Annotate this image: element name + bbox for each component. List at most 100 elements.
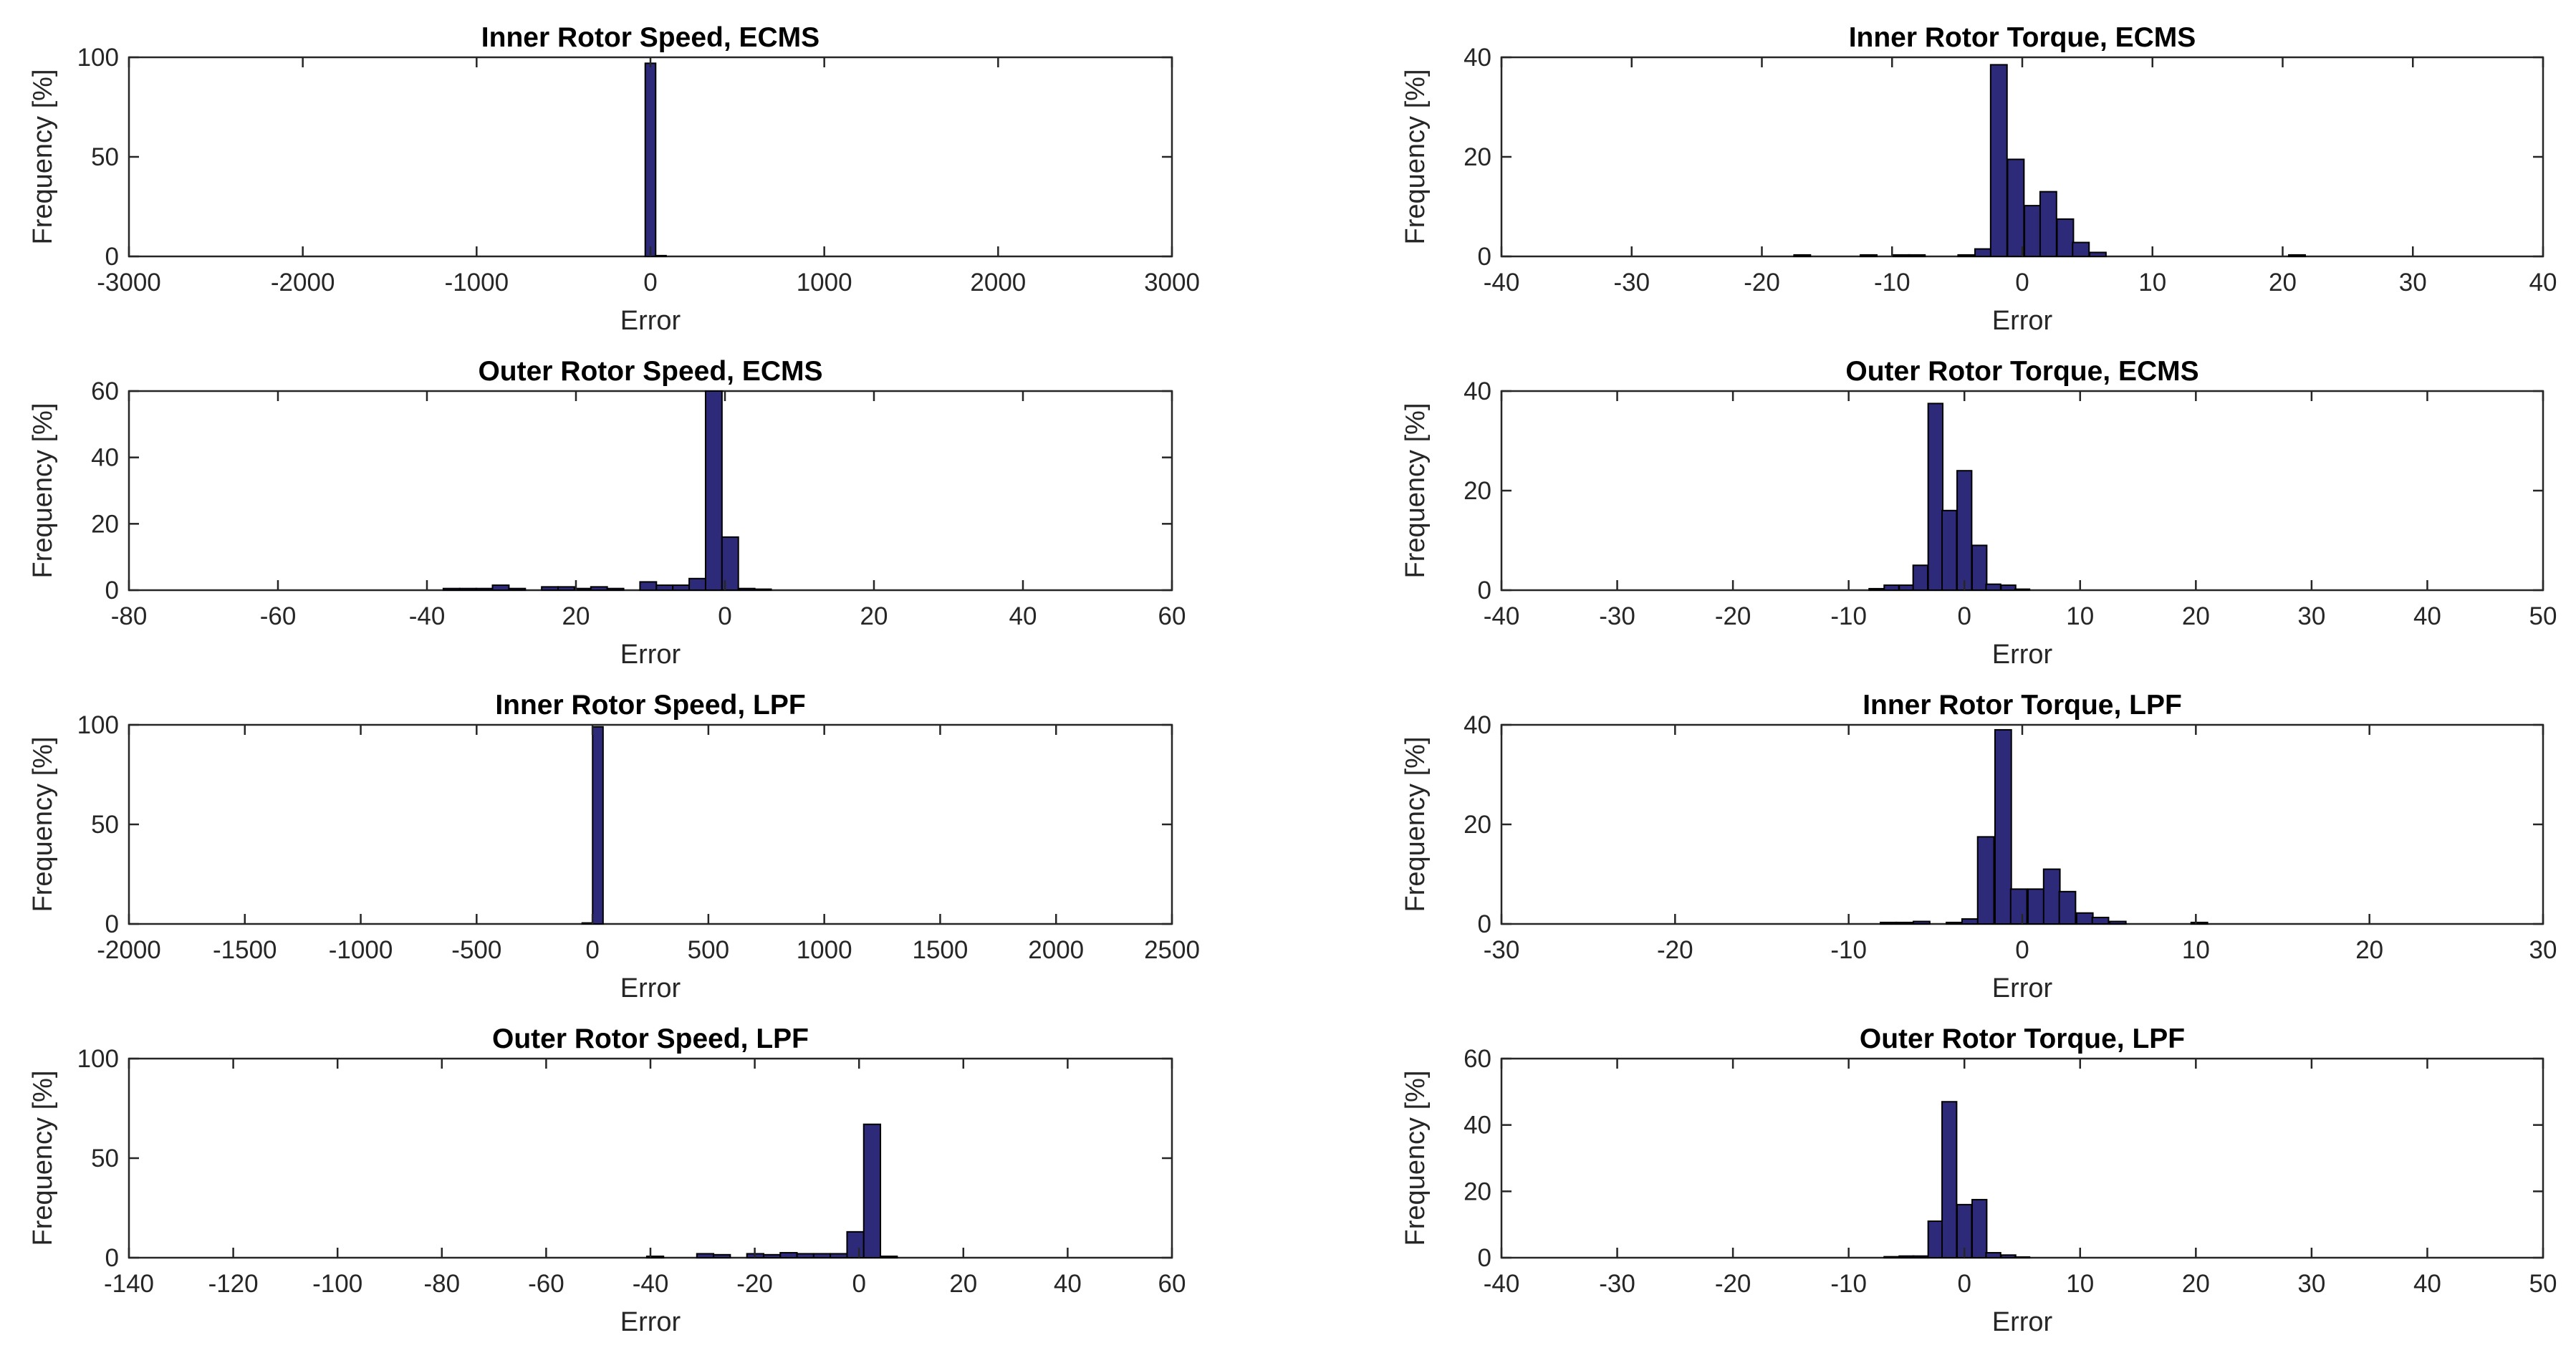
histogram-bar xyxy=(1974,248,1992,258)
histogram-bar xyxy=(1883,584,1900,591)
histogram-bar xyxy=(1908,254,1926,258)
y-axis-label: Frequency [%] xyxy=(28,737,58,912)
histogram-bar xyxy=(1860,254,1878,258)
x-tick-label: -30 xyxy=(1484,936,1520,964)
histogram-bar xyxy=(581,922,594,925)
x-tick-label: 3000 xyxy=(1144,269,1200,297)
x-tick-label: -30 xyxy=(1613,269,1650,297)
x-tick-label: 1500 xyxy=(913,936,969,964)
y-tick-label: 40 xyxy=(1464,711,1491,739)
x-tick-label: 0 xyxy=(2015,936,2029,964)
histogram-bar xyxy=(2058,890,2077,925)
y-tick-label: 0 xyxy=(105,243,119,271)
histogram-bar xyxy=(2072,241,2090,258)
x-tick-label: -10 xyxy=(1830,936,1867,964)
histogram-bar xyxy=(1895,921,1913,925)
histogram-bar xyxy=(2000,1254,2017,1259)
histogram-bar xyxy=(1985,1252,2001,1259)
histogram-bar xyxy=(713,1253,731,1258)
x-tick-label: -40 xyxy=(1484,1270,1520,1298)
x-tick-label: 2000 xyxy=(970,269,1026,297)
histogram-panel: -40 -30 -20 -10 0 10 20 30 40 50 0 20 40 Outer Rotor … xyxy=(1400,356,2557,670)
histogram-bar xyxy=(762,1253,782,1258)
x-tick-label: -10 xyxy=(1874,269,1911,297)
histogram-bar xyxy=(1994,728,2012,925)
x-tick-label: 0 xyxy=(585,936,599,964)
histogram-bar xyxy=(1941,509,1958,591)
y-tick-label: 0 xyxy=(105,1244,119,1272)
x-tick-label: -20 xyxy=(1715,602,1751,630)
x-tick-label: 40 xyxy=(1054,1270,1082,1298)
histogram-bar xyxy=(2009,888,2028,925)
histogram-bar xyxy=(2014,1256,2031,1259)
histogram-bar xyxy=(573,587,592,592)
x-tick-label: 10 xyxy=(2182,936,2210,964)
x-axis-label: Error xyxy=(620,306,681,336)
y-tick-label: 40 xyxy=(1464,1112,1491,1140)
x-axis-label: Error xyxy=(620,1307,681,1337)
histogram-bar xyxy=(1868,587,1885,591)
x-axis-label: Error xyxy=(1992,973,2053,1003)
x-tick-label: 60 xyxy=(1158,602,1186,630)
x-axis-label: Error xyxy=(620,973,681,1003)
x-tick-label: -140 xyxy=(104,1270,154,1298)
x-tick-label: -2000 xyxy=(97,936,161,964)
y-tick-label: 0 xyxy=(105,577,119,605)
histogram-bar xyxy=(2190,921,2209,925)
histogram-bar xyxy=(590,586,608,591)
x-tick-label: -30 xyxy=(1599,602,1635,630)
y-tick-label: 0 xyxy=(1478,910,1491,938)
y-tick-label: 40 xyxy=(91,444,119,472)
x-tick-label: 30 xyxy=(2399,269,2427,297)
x-tick-label: 50 xyxy=(2529,602,2557,630)
x-tick-label: -40 xyxy=(1484,602,1520,630)
x-axis-label: Error xyxy=(1992,1307,2053,1337)
y-tick-label: 100 xyxy=(77,1045,119,1073)
y-axis-label: Frequency [%] xyxy=(1400,403,1431,579)
histogram-bar xyxy=(1883,1256,1900,1258)
histogram-bar xyxy=(1927,1220,1944,1258)
x-tick-label: 20 xyxy=(562,602,590,630)
histogram-bar xyxy=(2042,868,2061,925)
y-tick-label: 0 xyxy=(105,910,119,938)
x-tick-label: 20 xyxy=(2182,602,2210,630)
x-tick-label: -500 xyxy=(451,936,501,964)
x-tick-label: 30 xyxy=(2297,1270,2325,1298)
histogram-bar xyxy=(1898,584,1915,591)
histogram-bar xyxy=(846,1230,865,1258)
y-tick-label: 60 xyxy=(91,377,119,405)
histogram-bar xyxy=(491,584,510,591)
chart-title: Inner Rotor Torque, LPF xyxy=(1863,690,2182,721)
plot-area xyxy=(1500,390,2544,592)
x-tick-label: 10 xyxy=(2138,269,2166,297)
histogram-bar xyxy=(2027,888,2045,925)
chart-title: Inner Rotor Torque, ECMS xyxy=(1849,22,2196,53)
x-tick-label: 30 xyxy=(2297,602,2325,630)
histogram-bar xyxy=(2014,588,2031,591)
histogram-bar xyxy=(672,584,691,591)
y-tick-label: 40 xyxy=(1464,44,1491,72)
x-tick-label: 10 xyxy=(2066,602,2094,630)
histogram-bar xyxy=(2056,218,2075,257)
x-tick-label: -40 xyxy=(633,1270,669,1298)
chart-title: Inner Rotor Speed, LPF xyxy=(495,690,805,721)
x-tick-label: 0 xyxy=(643,269,657,297)
x-tick-label: -10 xyxy=(1830,602,1867,630)
x-tick-label: 500 xyxy=(688,936,729,964)
x-tick-label: 20 xyxy=(949,1270,977,1298)
x-axis-label: Error xyxy=(1992,640,2053,670)
x-tick-label: 2000 xyxy=(1028,936,1084,964)
histogram-bar xyxy=(1912,564,1929,591)
histogram-panel: -40 -30 -20 -10 0 10 20 30 40 50 0 20 40 60 Outer Roto… xyxy=(1400,1024,2557,1337)
y-tick-label: 100 xyxy=(77,44,119,72)
x-tick-label: -3000 xyxy=(97,269,161,297)
x-tick-label: -100 xyxy=(312,1270,362,1298)
y-tick-label: 0 xyxy=(1478,243,1491,271)
histogram-bar xyxy=(1971,1198,1988,1258)
chart-title: Inner Rotor Speed, ECMS xyxy=(481,22,820,53)
plot-area xyxy=(128,1057,1173,1259)
histogram-bar xyxy=(1976,836,1995,925)
x-tick-label: -80 xyxy=(424,1270,461,1298)
y-tick-label: 50 xyxy=(91,811,119,839)
x-tick-label: 40 xyxy=(2413,1270,2441,1298)
